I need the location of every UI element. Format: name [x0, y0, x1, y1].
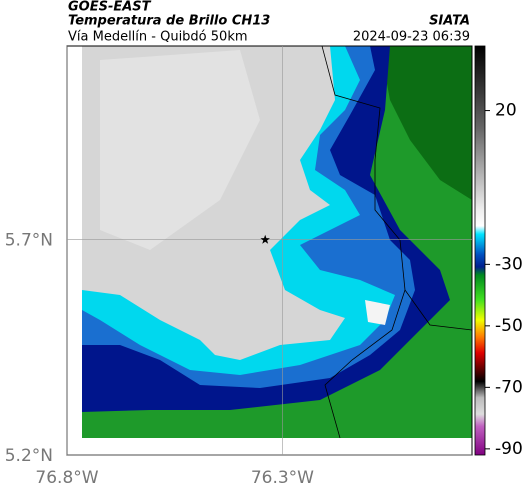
colorbar-tick-label: -90: [495, 439, 523, 459]
product: GOES-EAST: [68, 0, 152, 15]
agency: SIATA: [429, 14, 470, 29]
title: Temperatura de Brillo CH13: [68, 14, 270, 29]
colorbar: [474, 45, 486, 456]
lat-tick-label: 5.2°N: [5, 446, 53, 466]
colorbar-tick-label: 20: [495, 101, 517, 121]
colorbar-tick-label: -30: [495, 254, 523, 274]
subtitle: Vía Medellín - Quibdó 50km: [68, 30, 248, 45]
header: GOES-EAST Temperatura de Brillo CH13 Vía…: [68, 0, 470, 45]
satellite-image: [82, 46, 472, 438]
timestamp: 2024-09-23 06:39: [353, 30, 470, 45]
colorbar-tick-label: -50: [495, 316, 523, 336]
colorbar-tick-label: -70: [495, 377, 523, 397]
lon-tick-label: 76.3°W: [251, 468, 314, 488]
station-marker: [260, 234, 270, 244]
lon-tick-label: 76.8°W: [35, 468, 98, 488]
lat-tick-label: 5.7°N: [5, 231, 53, 251]
